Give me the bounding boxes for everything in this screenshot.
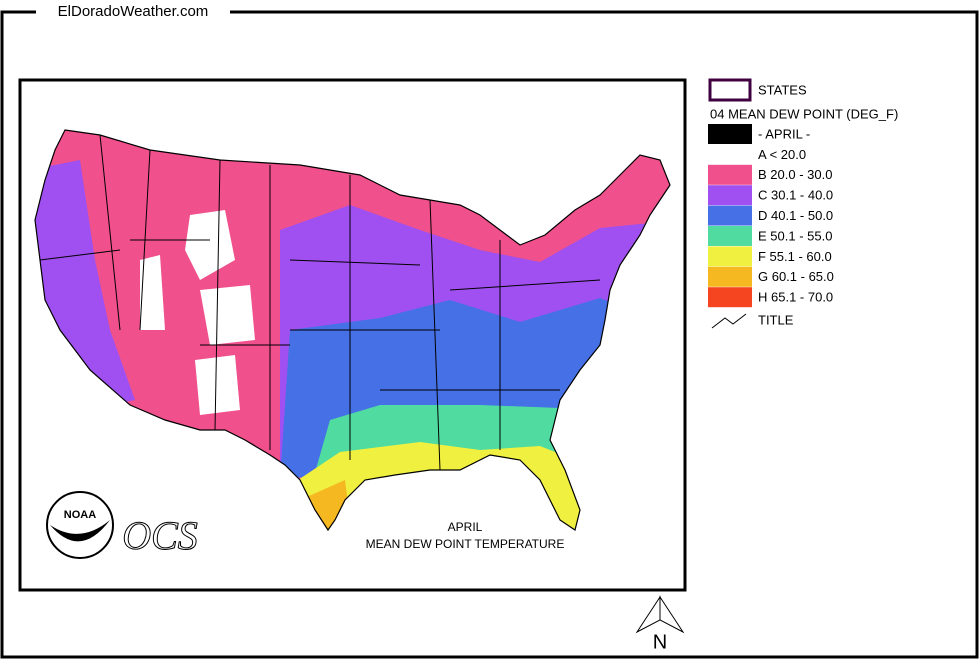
noaa-logo [46,491,114,559]
north-arrow: N [635,595,685,653]
legend-label: H 65.1 - 70.0 [758,290,833,305]
state-lines [39,134,601,471]
legend-label: A < 20.0 [758,147,806,162]
legend-swatch [708,185,752,206]
legend-swatch [708,144,752,165]
legend-swatch [708,266,752,287]
noaa-bird [50,520,110,542]
legend-swatch [708,205,752,226]
legend-label: E 50.1 - 55.0 [758,228,832,243]
title-symbol [711,313,747,329]
legend-label: B 20.0 - 30.0 [758,167,832,182]
legend-label: C 30.1 - 40.0 [758,188,833,203]
legend-label: - APRIL - [758,126,810,141]
legend-label: G 60.1 - 65.0 [758,269,834,284]
legend-title: 04 MEAN DEW POINT (DEG_F) [710,106,898,121]
states-label: STATES [758,82,807,97]
legend-swatch [708,124,752,144]
outer-frame [0,10,979,659]
legend-label: F 55.1 - 60.0 [758,249,832,264]
low-dewpoint-areas [140,210,255,415]
legend-swatch [708,246,752,267]
legend-swatch [708,164,752,185]
legend-swatch [708,226,752,246]
legend: - APRIL - A < 20.0 B 20.0 - 30.0 C 30.1 - 4… [708,124,834,308]
states-swatch [708,78,752,102]
map-subtitle: MEAN DEW POINT TEMPERATURE [366,537,565,551]
title-item: TITLE [758,312,794,327]
legend-label: D 40.1 - 50.0 [758,208,833,223]
header-bg [36,2,230,22]
north-label: N [653,631,667,653]
us-outline [34,129,671,532]
legend-swatch [708,287,752,308]
site-name: ElDoradoWeather.com [58,3,209,20]
map-title: APRIL [448,520,483,534]
ocs-text: OCS [122,513,198,558]
noaa-text: NOAA [64,509,96,521]
